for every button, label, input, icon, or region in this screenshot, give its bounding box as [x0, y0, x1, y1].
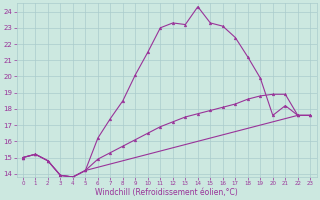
X-axis label: Windchill (Refroidissement éolien,°C): Windchill (Refroidissement éolien,°C)	[95, 188, 238, 197]
